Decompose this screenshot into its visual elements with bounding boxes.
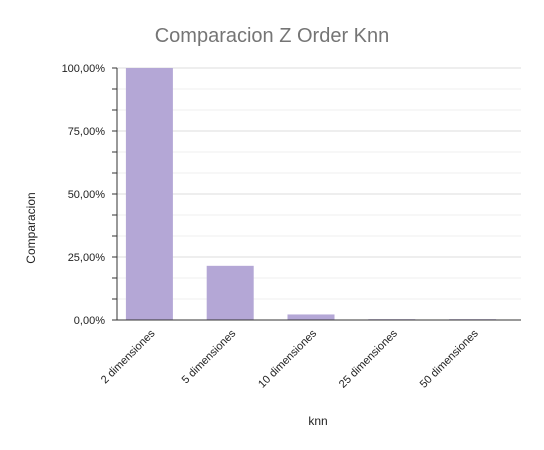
y-tick-label: 25,00% [68,252,106,264]
x-tick-label: 2 dimensiones [99,327,158,386]
bar [206,265,254,320]
y-tick-label: 100,00% [62,63,106,75]
x-tick-label: 10 dimensiones [256,327,319,390]
axes [112,67,521,321]
bar [287,314,335,320]
x-tick-label: 50 dimensiones [418,327,481,390]
bar [125,68,173,320]
y-tick-label: 50,00% [68,189,106,201]
gridlines [117,67,521,300]
x-axis-label: knn [308,414,327,428]
x-tick-label: 5 dimensiones [180,327,239,386]
y-tick-label: 75,00% [68,126,106,138]
x-tick-label: 25 dimensiones [337,327,400,390]
chart-title: Comparacion Z Order Knn [155,25,390,47]
x-tick-labels: 2 dimensiones 5 dimensiones 10 dimensiones… [99,327,481,390]
y-axis-label: Comparacion [24,192,38,263]
y-tick-labels: 0,00% 25,00% 50,00% 75,00% 100,00% [62,63,106,327]
y-tick-label: 0,00% [74,315,105,327]
bars [125,68,497,320]
